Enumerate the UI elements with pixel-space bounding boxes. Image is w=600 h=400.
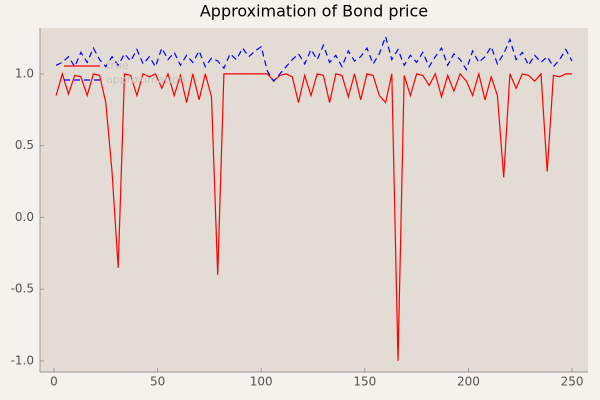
x-tick-label: 50 — [150, 375, 165, 389]
legend-label: true — [106, 59, 129, 72]
y-tick-label: -0.5 — [11, 282, 34, 296]
chart-title: Approximation of Bond price — [200, 2, 428, 21]
y-tick-label: 0.5 — [15, 138, 34, 152]
legend-label: approximation — [106, 73, 185, 86]
y-tick-label: 0.0 — [15, 210, 34, 224]
x-tick-label: 0 — [50, 375, 58, 389]
x-tick-label: 200 — [457, 375, 480, 389]
y-tick-label: -1.0 — [11, 353, 34, 367]
x-tick-label: 150 — [353, 375, 376, 389]
x-tick-label: 250 — [561, 375, 584, 389]
series-line — [55, 71, 572, 361]
x-tick-label: 100 — [250, 375, 273, 389]
series-line — [55, 34, 573, 83]
y-tick-label: 1.0 — [15, 66, 34, 80]
